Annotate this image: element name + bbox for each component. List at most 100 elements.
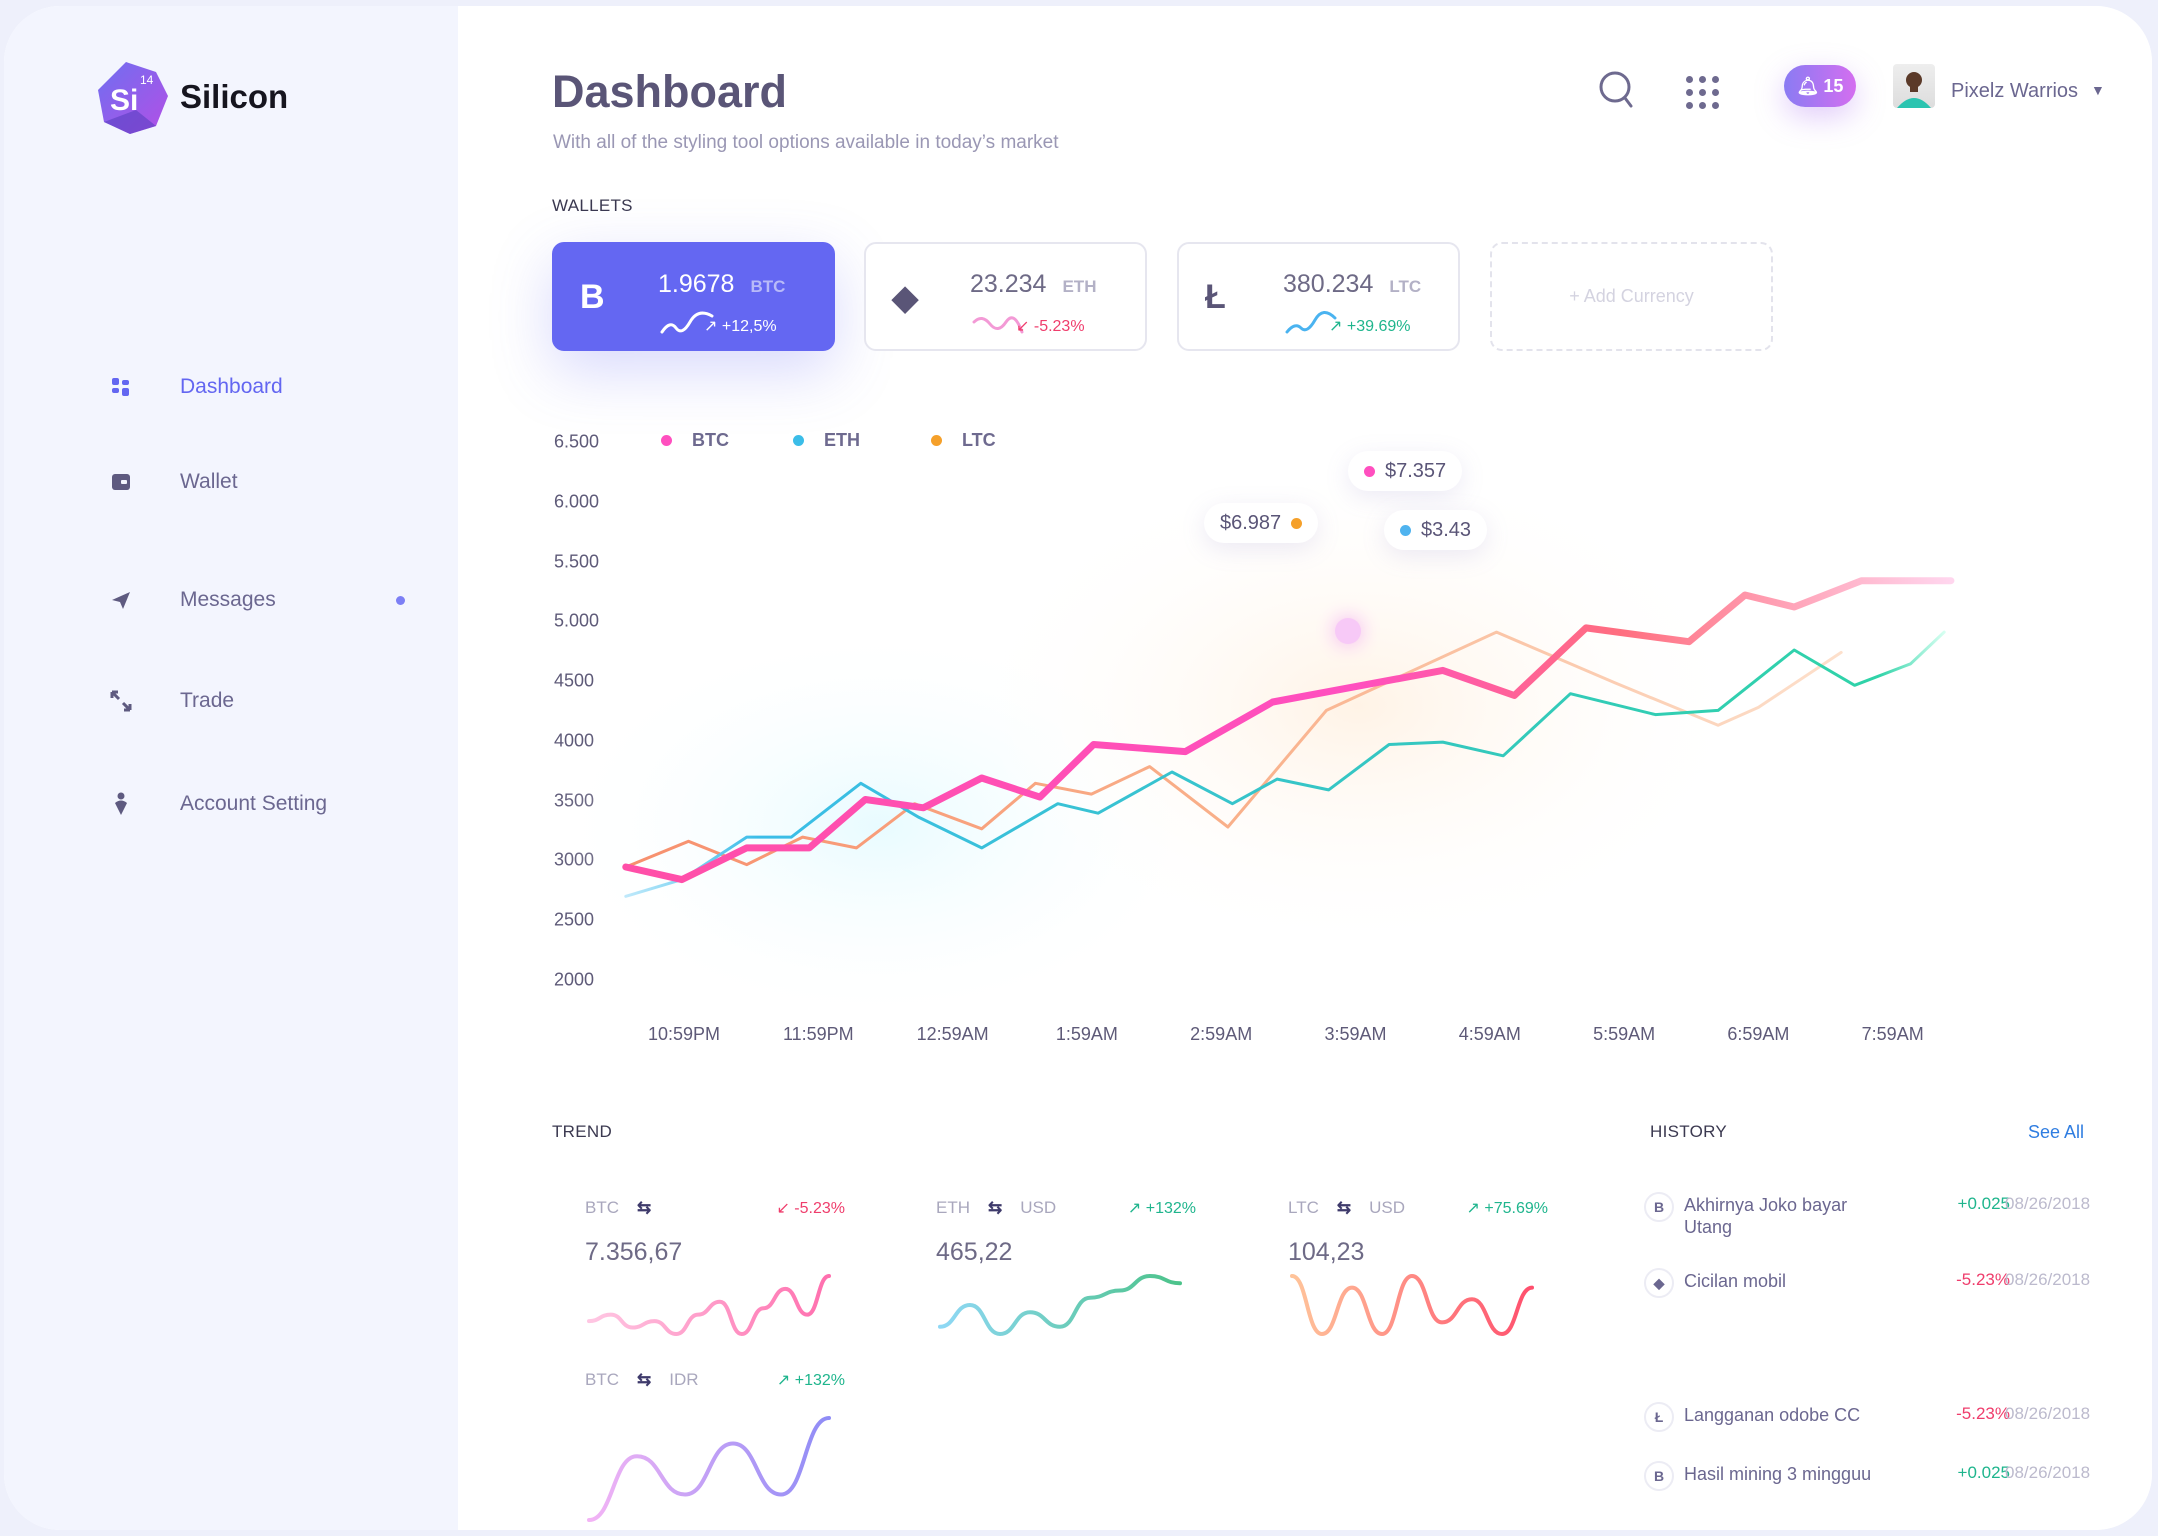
- see-all-link[interactable]: See All: [2028, 1122, 2085, 1142]
- trend-value: 7.356,67: [585, 1238, 683, 1266]
- series-line-btc: [622, 577, 1955, 884]
- trend-change: -5.23%: [794, 1200, 845, 1217]
- search-icon[interactable]: [1598, 70, 1636, 110]
- sidebar: Si 14 Silicon Dashboard Wallet Messages …: [4, 6, 458, 1530]
- trend-sparkline: [1290, 1273, 1534, 1337]
- trend-value: 465,22: [936, 1238, 1013, 1266]
- trend-card-btc-idr[interactable]: BTC ⇆ IDR ↗ +132%: [585, 1370, 885, 1530]
- trend-from: ETH: [936, 1198, 970, 1217]
- y-tick-label: 6.000: [554, 491, 600, 512]
- bitcoin-icon: B: [1644, 1461, 1674, 1491]
- sparkline: [1285, 311, 1337, 334]
- trend-change: +132%: [1145, 1200, 1196, 1217]
- wallet-unit: ETH: [1062, 277, 1097, 296]
- trend-change: +75.69%: [1484, 1200, 1548, 1217]
- x-tick-label: 11:59PM: [782, 1024, 854, 1044]
- avatar[interactable]: [1893, 64, 1935, 108]
- legend-swatch: [931, 435, 942, 446]
- x-tick-label: 12:59AM: [916, 1024, 989, 1044]
- history-item[interactable]: B Akhirnya Joko bayar Utang +0.025 08/26…: [1644, 1192, 2104, 1237]
- arrows-icon: [108, 688, 134, 714]
- history-label: Hasil mining 3 mingguu: [1684, 1464, 1872, 1484]
- x-tick-label: 10:59PM: [647, 1024, 721, 1044]
- history-item[interactable]: B Hasil mining 3 mingguu +0.025 08/26/20…: [1644, 1461, 2104, 1501]
- arrow-up-icon: ↗: [1127, 1200, 1146, 1217]
- wallet-change: +12,5%: [721, 318, 777, 335]
- trend-to: IDR: [669, 1370, 699, 1389]
- arrow-up-icon: ↗: [1329, 318, 1347, 335]
- trend-heading: TREND: [552, 1122, 613, 1141]
- user-pin-icon: [108, 791, 134, 817]
- hover-point: [1335, 618, 1361, 644]
- sparkline-path: [587, 1274, 831, 1337]
- litecoin-icon: Ł: [1205, 278, 1226, 316]
- wallet-card-eth[interactable]: ◆ 23.234 ETH ↙ -5.23%: [864, 242, 1147, 351]
- sparkline-path: [1290, 1273, 1534, 1337]
- notifications-button[interactable]: 🔔︎ 15: [1784, 65, 1856, 107]
- unread-dot: [396, 595, 405, 605]
- history-label: Akhirnya Joko bayar Utang: [1684, 1195, 1848, 1237]
- trend-from: LTC: [1288, 1198, 1319, 1217]
- arrow-down-icon: ↙: [1016, 318, 1034, 335]
- trend-change: +132%: [794, 1372, 845, 1389]
- x-tick-label: 7:59AM: [1861, 1024, 1924, 1044]
- sidebar-item-wallet[interactable]: Wallet: [108, 462, 428, 502]
- y-tick-label: 2000: [554, 969, 595, 990]
- swap-icon: ⇆: [1336, 1198, 1352, 1217]
- history-item[interactable]: Ł Langganan odobe CC -5.23% 08/26/2018: [1644, 1402, 2104, 1442]
- sparkline: [972, 316, 1024, 334]
- sidebar-item-dashboard[interactable]: Dashboard: [108, 367, 428, 407]
- trend-sparkline: [587, 1274, 831, 1337]
- wallet-change: +39.69%: [1346, 318, 1411, 335]
- user-name[interactable]: Pixelz Warrios: [1951, 80, 2079, 102]
- trend-sparkline: [938, 1273, 1182, 1337]
- x-tick-label: 4:59AM: [1458, 1024, 1521, 1044]
- wallet-value: 380.234: [1283, 270, 1374, 298]
- tooltip-eth: $3.43: [1384, 510, 1488, 550]
- x-tick-label: 2:59AM: [1190, 1024, 1253, 1044]
- trend-value: 104,23: [1288, 1238, 1365, 1266]
- trend-card-btc[interactable]: BTC ⇆ ↙ -5.23% 7.356,67: [585, 1198, 885, 1368]
- sparkline-path: [938, 1273, 1182, 1337]
- price-chart: [548, 456, 1955, 1026]
- wallet-unit: BTC: [750, 277, 786, 296]
- sidebar-item-account-setting[interactable]: Account Setting: [108, 784, 428, 824]
- wallet-card-ltc[interactable]: Ł 380.234 LTC ↗ +39.69%: [1177, 242, 1460, 351]
- sidebar-item-trade[interactable]: Trade: [108, 681, 428, 721]
- trend-card-ltc-usd[interactable]: LTC ⇆ USD ↗ +75.69% 104,23: [1288, 1198, 1588, 1368]
- x-tick-label: 3:59AM: [1324, 1024, 1387, 1044]
- logo-icon: Si 14: [98, 62, 168, 134]
- x-tick-label: 5:59AM: [1593, 1024, 1656, 1044]
- send-icon: [108, 587, 134, 613]
- brand-name: Silicon: [180, 78, 289, 115]
- y-tick-label: 4500: [554, 670, 595, 691]
- sidebar-item-label: Messages: [180, 588, 276, 611]
- arrow-down-icon: ↙: [776, 1200, 795, 1217]
- add-currency-button[interactable]: + Add Currency: [1490, 242, 1773, 351]
- history-amount: +0.025: [1957, 1194, 2010, 1213]
- sparkline-path: [587, 1416, 831, 1522]
- trend-to: USD: [1369, 1198, 1406, 1217]
- swap-icon: ⇆: [637, 1370, 652, 1389]
- ethereum-icon: ◆: [1644, 1268, 1674, 1298]
- legend-swatch: [793, 435, 804, 446]
- sidebar-item-label: Account Setting: [180, 792, 328, 815]
- history-amount: -5.23%: [1956, 1404, 2010, 1423]
- sidebar-item-label: Dashboard: [180, 375, 283, 398]
- trend-from: BTC: [585, 1198, 619, 1217]
- bell-icon: 🔔︎: [1796, 75, 1820, 96]
- apps-grid-icon[interactable]: [1686, 76, 1719, 109]
- trend-card-eth-usd[interactable]: ETH ⇆ USD ↗ +132% 465,22: [936, 1198, 1236, 1368]
- history-item[interactable]: ◆ Cicilan mobil -5.23% 08/26/2018: [1644, 1268, 2104, 1308]
- ethereum-icon: ◆: [892, 279, 919, 317]
- wallet-card-btc[interactable]: B 1.9678 BTC ↗ +12,5%: [552, 242, 835, 351]
- sidebar-item-messages[interactable]: Messages: [108, 580, 428, 620]
- chevron-down-icon[interactable]: ▼: [2091, 82, 2105, 98]
- history-amount: +0.025: [1957, 1463, 2010, 1482]
- history-label: Cicilan mobil: [1684, 1271, 1787, 1291]
- history-amount: -5.23%: [1956, 1270, 2010, 1289]
- wallet-unit: LTC: [1389, 277, 1422, 296]
- sidebar-item-label: Trade: [180, 689, 235, 712]
- bitcoin-icon: B: [1644, 1192, 1674, 1222]
- app-window: Si 14 Silicon Dashboard Wallet Messages …: [4, 6, 2152, 1530]
